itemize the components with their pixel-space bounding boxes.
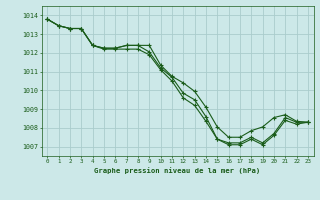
X-axis label: Graphe pression niveau de la mer (hPa): Graphe pression niveau de la mer (hPa) — [94, 167, 261, 174]
